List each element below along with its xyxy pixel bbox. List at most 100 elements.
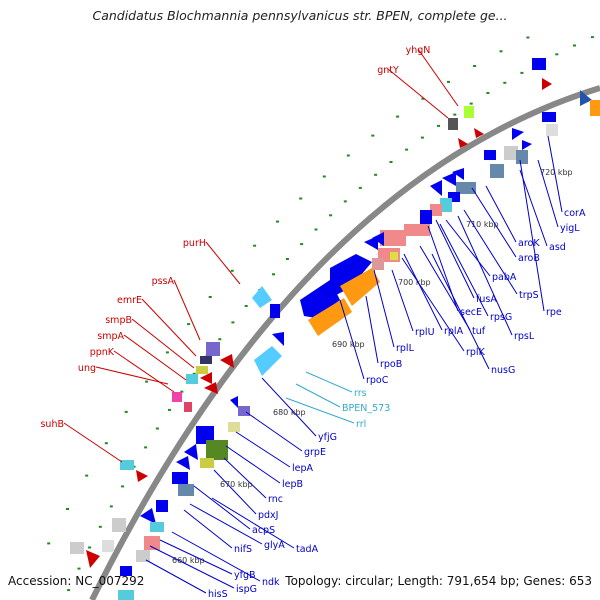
gene-label-ppnK[interactable]: ppnK <box>90 347 115 358</box>
gene-block[interactable] <box>206 342 220 356</box>
gene-block[interactable] <box>238 406 250 416</box>
gene-label-fusA[interactable]: fusA <box>476 294 497 305</box>
gene-label-yfgB[interactable]: yfgB <box>234 570 256 581</box>
gene-block[interactable] <box>456 182 476 194</box>
gene-block[interactable] <box>228 422 240 432</box>
gene-block[interactable] <box>184 402 192 412</box>
gene-block[interactable] <box>118 590 134 600</box>
gene-arrow[interactable] <box>220 354 234 368</box>
gene-label-rplK[interactable]: rplK <box>466 347 486 358</box>
gene-arrow-rrl[interactable] <box>308 298 352 336</box>
gene-label-glyA[interactable]: glyA <box>264 540 285 551</box>
gene-block[interactable] <box>156 500 168 512</box>
gene-block[interactable] <box>448 118 458 130</box>
gene-label-trpS[interactable]: trpS <box>519 290 539 301</box>
gene-block[interactable] <box>542 112 556 122</box>
gene-arrow[interactable] <box>442 172 456 186</box>
gene-label-yigL[interactable]: yigL <box>560 223 580 234</box>
gene-block[interactable] <box>196 366 208 374</box>
gene-block[interactable] <box>196 426 214 444</box>
gene-block[interactable] <box>206 440 228 460</box>
gene-block[interactable] <box>490 164 504 178</box>
gene-arrow[interactable] <box>176 456 190 470</box>
gene-block[interactable] <box>112 518 126 532</box>
gene-label-nusG[interactable]: nusG <box>491 365 515 376</box>
gene-label-rpsG[interactable]: rpsG <box>490 312 512 323</box>
gene-arrow[interactable] <box>430 180 442 196</box>
gene-label-grpE[interactable]: grpE <box>304 447 326 458</box>
rna-label-rrl[interactable]: rrl <box>356 419 366 430</box>
gene-label-rplU[interactable]: rplU <box>415 327 435 338</box>
gene-label-rpe[interactable]: rpe <box>546 307 562 318</box>
gene-label-purH[interactable]: purH <box>183 238 206 249</box>
gene-block[interactable] <box>102 540 114 552</box>
gene-label-lepB[interactable]: lepB <box>282 479 303 490</box>
gene-label-nifS[interactable]: nifS <box>234 544 252 555</box>
gene-arrow[interactable] <box>254 346 282 376</box>
gene-label-rnc[interactable]: rnc <box>268 494 283 505</box>
gene-label-pssA[interactable]: pssA <box>152 276 175 287</box>
gene-block[interactable] <box>404 224 430 236</box>
gene-arrow[interactable] <box>452 168 464 180</box>
gene-block[interactable] <box>150 522 164 532</box>
gene-arrow[interactable] <box>184 444 198 460</box>
gene-arrow[interactable] <box>230 396 238 408</box>
gene-arrow[interactable] <box>200 372 212 384</box>
gene-block[interactable] <box>380 230 406 246</box>
gene-block[interactable] <box>178 484 194 496</box>
gene-label-rplL[interactable]: rplL <box>396 343 415 354</box>
gene-block[interactable] <box>504 146 518 160</box>
gene-block[interactable] <box>390 252 398 260</box>
gene-label-pdxJ[interactable]: pdxJ <box>258 510 278 521</box>
gene-arrow[interactable] <box>252 286 272 308</box>
gene-block[interactable] <box>420 210 432 224</box>
gene-block[interactable] <box>372 258 384 270</box>
gene-block[interactable] <box>464 106 474 118</box>
gene-block[interactable] <box>440 198 452 212</box>
gene-label-suhB[interactable]: suhB <box>40 419 64 430</box>
gene-label-asd[interactable]: asd <box>549 242 566 253</box>
gene-label-aroB[interactable]: aroB <box>518 253 540 264</box>
gene-block[interactable] <box>448 192 460 202</box>
gene-label-acpS[interactable]: acpS <box>252 525 275 536</box>
gene-arrow-rpoc[interactable] <box>300 280 340 318</box>
gene-label-smpB[interactable]: smpB <box>105 315 132 326</box>
gene-arrow[interactable] <box>542 78 552 90</box>
gene-arrow[interactable] <box>140 508 156 524</box>
gene-arrow[interactable] <box>272 332 284 346</box>
gene-label-tuf[interactable]: tuf <box>472 326 486 337</box>
gene-block[interactable] <box>172 392 182 402</box>
gene-block[interactable] <box>430 204 442 216</box>
gene-block[interactable] <box>200 356 212 364</box>
gene-label-smpA[interactable]: smpA <box>97 331 124 342</box>
gene-block[interactable] <box>136 550 150 562</box>
gene-block[interactable] <box>70 542 84 554</box>
gene-label-ndk[interactable]: ndk <box>262 577 280 588</box>
gene-block[interactable] <box>270 304 280 318</box>
gene-arrow[interactable] <box>86 550 100 568</box>
gene-label-rpoC[interactable]: rpoC <box>366 375 389 386</box>
gene-block[interactable] <box>186 374 198 384</box>
gene-arrow[interactable] <box>512 128 524 140</box>
rna-label-bpen_573[interactable]: BPEN_573 <box>342 403 390 414</box>
gene-arrow[interactable] <box>204 382 218 394</box>
gene-block[interactable] <box>120 460 134 470</box>
gene-block[interactable] <box>516 150 528 164</box>
gene-block[interactable] <box>200 458 214 468</box>
gene-arrow-rpob[interactable] <box>330 254 372 298</box>
gene-block[interactable] <box>484 150 496 160</box>
gene-arrow[interactable] <box>372 232 384 246</box>
gene-label-pabA[interactable]: pabA <box>492 272 517 283</box>
gene-block[interactable] <box>144 536 160 550</box>
gene-label-hisS[interactable]: hisS <box>208 589 228 600</box>
gene-block[interactable] <box>546 124 558 136</box>
gene-arrow[interactable] <box>474 128 484 138</box>
gene-arrow[interactable] <box>458 138 468 148</box>
gene-label-secE[interactable]: secE <box>460 307 482 318</box>
gene-label-yhgN[interactable]: yhgN <box>406 45 431 56</box>
gene-label-yfjG[interactable]: yfjG <box>318 432 337 443</box>
gene-arrow[interactable] <box>522 140 532 150</box>
gene-label-gntY[interactable]: gntY <box>377 65 399 76</box>
gene-label-rpsL[interactable]: rpsL <box>514 331 535 342</box>
gene-label-emrE[interactable]: emrE <box>117 295 142 306</box>
